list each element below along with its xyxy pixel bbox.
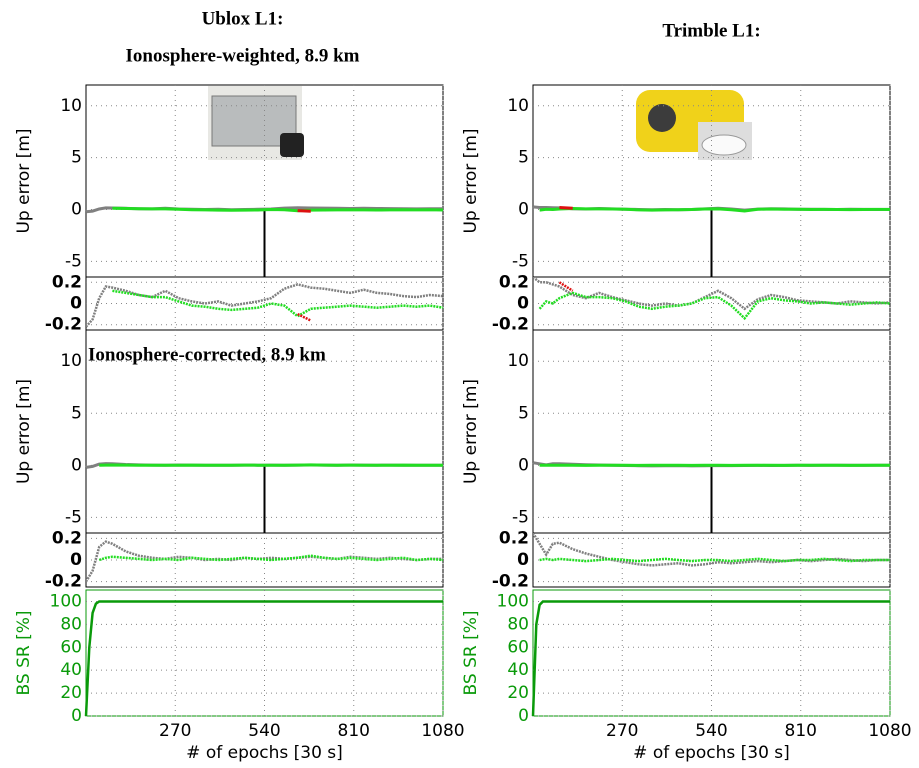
y-tick-label: 0 [518, 706, 529, 726]
inset-error-line [98, 554, 443, 562]
y-tick-label: 10 [507, 351, 529, 371]
y-tick-label: 40 [507, 660, 529, 680]
y-tick-label: 0 [518, 455, 529, 475]
y-axis-label: BS SR [%] [461, 611, 481, 696]
y-tick-label: 80 [507, 614, 529, 634]
y-tick-label: -5 [512, 251, 529, 271]
inset-clip [533, 277, 890, 321]
y-tick-label: 5 [518, 148, 529, 168]
plot-frame [85, 589, 444, 717]
inset-error-line [297, 312, 312, 322]
y-tick-label: 40 [60, 660, 82, 680]
y-tick-label: 0 [70, 550, 82, 570]
y-axis-label: Up error [m] [461, 128, 481, 233]
plot-frame [532, 589, 891, 717]
y-tick-label: 0.2 [499, 272, 529, 292]
y-tick-label: 0 [517, 294, 529, 314]
x-tick-label: 270 [159, 721, 191, 741]
error-line [297, 209, 311, 213]
panel-subtitle: Ionosphere-weighted, 8.9 km [126, 45, 360, 66]
inset-clip [533, 533, 890, 567]
y-tick-label: 60 [60, 637, 82, 657]
y-tick-label: 100 [497, 591, 529, 611]
panel-annotation: Ionosphere-corrected, 8.9 km [88, 344, 326, 365]
y-tick-label: 0 [517, 550, 529, 570]
success-rate-line [531, 600, 890, 717]
y-tick-label: 100 [50, 591, 82, 611]
x-tick-label: 270 [606, 721, 638, 741]
x-tick-label: 810 [785, 721, 817, 741]
y-tick-label: 80 [60, 614, 82, 634]
y-tick-label: -0.2 [492, 572, 529, 592]
y-tick-label: 0 [70, 294, 82, 314]
x-tick-label: 540 [695, 721, 727, 741]
y-axis-label: BS SR [%] [14, 611, 34, 696]
x-tick-label: 810 [338, 721, 370, 741]
y-tick-label: 20 [60, 683, 82, 703]
x-tick-label: 540 [248, 721, 280, 741]
y-axis-label: Up error [m] [14, 379, 34, 484]
y-tick-label: -5 [512, 507, 529, 527]
x-tick-label: 1080 [868, 721, 911, 741]
success-rate-line [84, 600, 443, 717]
x-axis-label: # of epochs [30 s] [633, 743, 790, 763]
inset-clip [86, 283, 443, 328]
y-tick-label: 0 [518, 200, 529, 220]
trimble-photo [636, 90, 752, 160]
inset-error-line [558, 281, 574, 292]
y-tick-label: 10 [60, 351, 82, 371]
y-axis-label: Up error [m] [461, 379, 481, 484]
y-tick-label: -0.2 [492, 315, 529, 335]
inset-error-line [86, 540, 443, 583]
y-tick-label: 0.2 [52, 528, 82, 548]
y-axis-label: Up error [m] [14, 128, 34, 233]
y-tick-label: 5 [518, 403, 529, 423]
inset-error-line [539, 557, 890, 563]
y-tick-label: 0 [71, 706, 82, 726]
y-tick-label: 0.2 [52, 272, 82, 292]
y-tick-label: 20 [507, 683, 529, 703]
y-tick-label: 10 [60, 96, 82, 116]
y-tick-label: -5 [65, 507, 82, 527]
y-tick-label: -0.2 [45, 315, 82, 335]
inset-error-line [538, 291, 890, 321]
y-tick-label: 5 [71, 148, 82, 168]
y-tick-label: -5 [65, 251, 82, 271]
y-tick-label: 0.2 [499, 528, 529, 548]
inset-error-line [533, 277, 890, 311]
y-tick-label: 10 [507, 96, 529, 116]
ublox-photo [208, 86, 304, 160]
x-tick-label: 1080 [421, 721, 464, 741]
panel-title: Trimble L1: [662, 20, 760, 41]
error-line [112, 206, 444, 213]
inset-error-line [86, 283, 443, 328]
error-line [539, 206, 891, 213]
inset-error-line [112, 289, 443, 318]
panel-title: Ublox L1: [202, 8, 284, 29]
y-tick-label: 0 [71, 455, 82, 475]
error-line [559, 206, 573, 210]
inset-error-line [533, 533, 890, 567]
y-tick-label: -0.2 [45, 572, 82, 592]
inset-clip [86, 540, 443, 583]
y-tick-label: 5 [71, 403, 82, 423]
y-tick-label: 0 [71, 200, 82, 220]
y-tick-label: 60 [507, 637, 529, 657]
x-axis-label: # of epochs [30 s] [186, 743, 343, 763]
